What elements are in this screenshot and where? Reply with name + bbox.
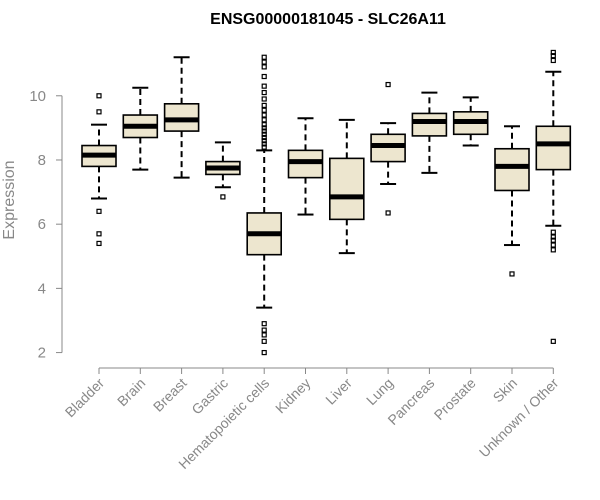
- box-brain: [122, 86, 159, 171]
- x-tick-label: Brain: [114, 375, 148, 409]
- outlier-point: [261, 117, 267, 123]
- x-tick-label: Bladder: [62, 375, 108, 421]
- box-bladder: [81, 93, 117, 247]
- box-skin: [494, 125, 530, 277]
- outlier-point: [96, 231, 102, 237]
- outlier-point: [550, 338, 556, 344]
- outlier-point: [261, 83, 267, 89]
- box-iqr: [411, 112, 448, 137]
- outlier-point: [261, 59, 267, 65]
- outlier-point: [96, 208, 102, 214]
- outlier-point: [385, 210, 391, 216]
- y-tick-label: 8: [38, 152, 46, 169]
- box-gastric: [205, 141, 241, 200]
- outlier-point: [261, 64, 267, 70]
- outlier-point: [550, 234, 556, 240]
- outlier-point: [550, 49, 556, 56]
- outlier-point: [261, 144, 267, 150]
- outlier-point: [261, 141, 267, 147]
- outlier-point: [261, 89, 267, 96]
- boxes-group: [81, 49, 572, 356]
- box-pancreas: [411, 91, 448, 174]
- outlier-point: [385, 81, 391, 88]
- y-tick-label: 6: [38, 216, 46, 233]
- box-kidney: [287, 117, 324, 216]
- outlier-point: [261, 125, 267, 131]
- box-iqr: [328, 157, 365, 221]
- x-tick-label: Liver: [322, 375, 355, 408]
- outlier-point: [220, 194, 226, 200]
- box-breast: [163, 56, 200, 179]
- y-tick-label: 10: [29, 88, 46, 105]
- x-tick-label: Prostate: [431, 375, 479, 423]
- outlier-point: [261, 96, 267, 102]
- outlier-point: [261, 321, 267, 327]
- outlier-point: [96, 93, 102, 99]
- x-tick-label: Kidney: [272, 375, 314, 417]
- x-tick-label: Lung: [363, 375, 396, 408]
- x-tick-label: Breast: [150, 375, 190, 415]
- outlier-point: [261, 138, 267, 144]
- outlier-point: [261, 112, 267, 118]
- outlier-point: [96, 240, 102, 247]
- box-liver: [328, 118, 365, 255]
- outlier-point: [261, 327, 267, 333]
- y-tick-label: 4: [38, 280, 46, 297]
- outlier-point: [261, 122, 267, 128]
- box-unknown-other: [535, 49, 572, 344]
- box-hematopoietic-cells: [246, 54, 282, 356]
- outlier-point: [550, 242, 556, 248]
- outlier-point: [261, 73, 267, 80]
- outlier-point: [96, 109, 102, 115]
- box-prostate: [452, 96, 489, 147]
- y-tick-label: 2: [38, 345, 46, 362]
- box-lung: [370, 81, 406, 216]
- x-tick-label: Skin: [490, 375, 521, 406]
- outlier-point: [550, 57, 556, 64]
- chart-title: ENSG00000181045 - SLC26A11: [210, 11, 446, 28]
- outlier-point: [261, 107, 267, 113]
- outlier-point: [261, 102, 267, 109]
- outlier-point: [550, 229, 556, 235]
- outlier-point: [261, 131, 267, 137]
- outlier-point: [261, 338, 267, 344]
- outlier-point: [261, 54, 267, 60]
- box-iqr: [494, 147, 530, 192]
- outlier-point: [261, 128, 267, 134]
- outlier-point: [509, 271, 515, 277]
- y-axis: 2 4 6 8 10: [29, 88, 63, 362]
- outlier-point: [550, 53, 556, 59]
- outlier-point: [550, 247, 556, 253]
- y-axis-label: Expression: [1, 160, 18, 239]
- outlier-point: [261, 134, 267, 141]
- outlier-point: [261, 332, 267, 338]
- outlier-point: [261, 349, 267, 356]
- outlier-point: [550, 237, 556, 243]
- box-iqr: [535, 125, 572, 171]
